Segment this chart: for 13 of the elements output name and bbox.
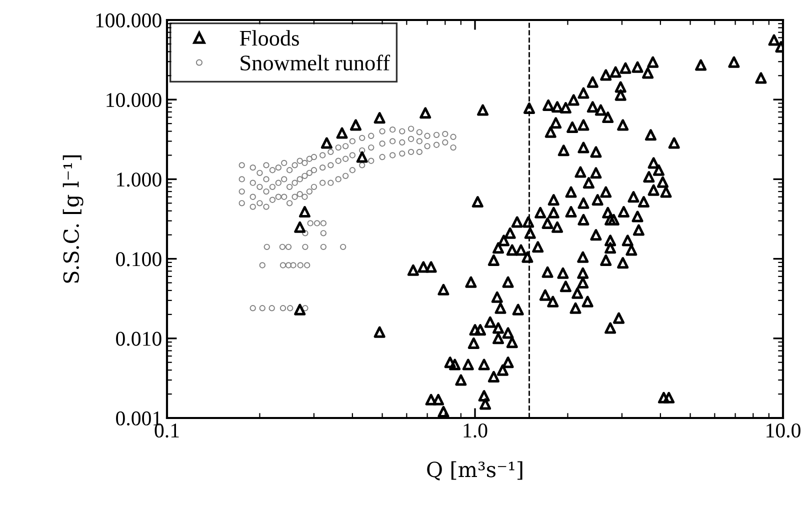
- legend-label: Floods: [240, 30, 299, 46]
- x-axis-title: Q [m³s⁻¹]: [427, 461, 522, 480]
- y-tick-label: 10.000: [106, 92, 162, 108]
- y-tick-label: 100.000: [96, 13, 162, 28]
- legend-label: Snowmelt runoff: [240, 54, 390, 71]
- y-tick-label: 1.000: [117, 172, 162, 187]
- y-axis-title: S.S.C. [g l⁻¹]: [62, 155, 84, 283]
- y-tick-label: 0.010: [116, 332, 162, 346]
- y-tick-label: 0.100: [116, 252, 162, 266]
- x-tick-label: 0.1: [154, 423, 179, 438]
- x-tick-label: 10.0: [766, 423, 800, 438]
- y-tick-label: 0.001: [116, 411, 161, 426]
- x-tick-label: 1.0: [464, 423, 488, 438]
